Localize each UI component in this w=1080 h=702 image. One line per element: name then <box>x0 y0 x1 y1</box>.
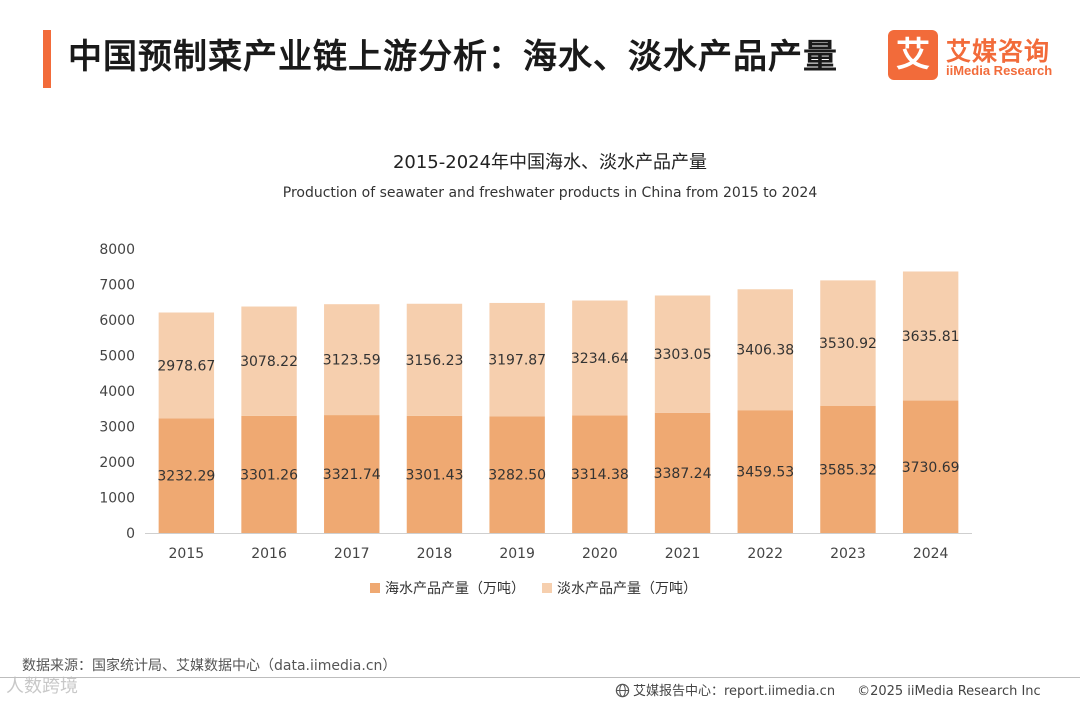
iimedia-logo: 艾 艾媒咨询 iiMedia Research <box>888 30 1068 82</box>
y-tick-label: 8000 <box>99 242 135 258</box>
data-label: 3321.74 <box>323 467 381 483</box>
x-tick-label: 2017 <box>334 546 370 562</box>
bar-seawater <box>489 416 545 533</box>
data-label: 3232.29 <box>157 469 215 485</box>
y-tick-label: 1000 <box>99 491 135 507</box>
footer-info: 艾媒报告中心：report.iimedia.cn ©2025 iiMedia Re… <box>615 680 1041 699</box>
bar-freshwater <box>820 280 876 406</box>
bar-seawater <box>820 405 876 533</box>
chart-subtitle: Production of seawater and freshwater pr… <box>283 185 818 201</box>
bar-seawater <box>902 400 959 533</box>
y-tick-label: 5000 <box>99 349 135 365</box>
data-label: 3314.38 <box>571 467 629 483</box>
data-label: 3156.23 <box>405 353 463 369</box>
bar-seawater <box>241 415 297 533</box>
chart-title: 2015-2024年中国海水、淡水产品产量 <box>393 152 707 173</box>
footer-divider <box>0 677 1080 678</box>
y-tick-label: 4000 <box>99 384 135 400</box>
bar-seawater <box>737 410 793 533</box>
watermark: 人数跨境 <box>6 676 78 697</box>
bar-freshwater <box>241 306 297 416</box>
copyright-text: ©2025 iiMedia Research Inc <box>857 684 1041 699</box>
data-label: 3123.59 <box>323 353 381 369</box>
x-tick-label: 2015 <box>169 546 205 562</box>
bar-freshwater <box>902 271 959 401</box>
page-title: 中国预制菜产业链上游分析：海水、淡水产品产量 <box>68 37 838 77</box>
y-tick-label: 2000 <box>99 455 135 471</box>
data-label: 3282.50 <box>488 468 546 484</box>
x-tick-label: 2023 <box>830 546 866 562</box>
logo-en-text: iiMedia Research <box>946 63 1053 78</box>
header-accent-bar <box>43 30 51 88</box>
y-tick-label: 3000 <box>99 420 135 436</box>
logo-mark: 艾 <box>888 30 938 80</box>
data-label: 3387.24 <box>654 466 712 482</box>
data-label: 3234.64 <box>571 351 629 367</box>
y-tick-label: 7000 <box>99 278 135 294</box>
data-label: 3730.69 <box>902 460 960 476</box>
y-tick-label: 6000 <box>99 313 135 329</box>
data-label: 3406.38 <box>736 343 794 359</box>
bar-freshwater <box>572 300 628 416</box>
data-label: 2978.67 <box>157 358 215 374</box>
globe-icon <box>615 683 630 698</box>
bar-freshwater <box>324 304 380 416</box>
data-label: 3197.87 <box>488 353 546 369</box>
bar-freshwater <box>489 302 545 417</box>
data-label: 3078.22 <box>240 354 298 370</box>
data-source-note: 数据来源：国家统计局、艾媒数据中心（data.iimedia.cn） <box>22 658 397 674</box>
x-tick-label: 2020 <box>582 546 618 562</box>
bar-freshwater <box>654 295 711 413</box>
x-tick-label: 2024 <box>913 546 949 562</box>
bar-freshwater <box>406 303 463 416</box>
bar-seawater <box>324 415 380 533</box>
y-tick-label: 0 <box>126 526 135 542</box>
stacked-bar-chart: 2015-2024年中国海水、淡水产品产量 Production of seawa… <box>99 152 972 597</box>
x-tick-label: 2016 <box>251 546 287 562</box>
data-label: 3303.05 <box>654 347 712 363</box>
legend-swatch <box>542 583 552 593</box>
x-tick-label: 2021 <box>665 546 701 562</box>
bar-freshwater <box>158 312 215 419</box>
data-label: 3585.32 <box>819 462 877 478</box>
data-label: 3301.43 <box>405 467 463 483</box>
data-label: 3301.26 <box>240 467 298 483</box>
data-label: 3635.81 <box>902 329 960 345</box>
legend-label: 淡水产品产量（万吨） <box>557 581 697 597</box>
logo-cn-text: 艾媒咨询 <box>946 37 1051 66</box>
legend-swatch <box>370 583 380 593</box>
legend-label: 海水产品产量（万吨） <box>385 581 525 597</box>
bar-seawater <box>654 412 711 533</box>
bar-seawater <box>572 415 628 533</box>
bar-seawater <box>158 418 215 533</box>
x-tick-label: 2022 <box>747 546 783 562</box>
report-center-link[interactable]: 艾媒报告中心：report.iimedia.cn <box>633 684 836 699</box>
bar-seawater <box>406 415 463 533</box>
bar-freshwater <box>737 289 793 411</box>
data-label: 3459.53 <box>736 465 794 481</box>
data-label: 3530.92 <box>819 336 877 352</box>
x-tick-label: 2019 <box>499 546 535 562</box>
x-tick-label: 2018 <box>417 546 453 562</box>
